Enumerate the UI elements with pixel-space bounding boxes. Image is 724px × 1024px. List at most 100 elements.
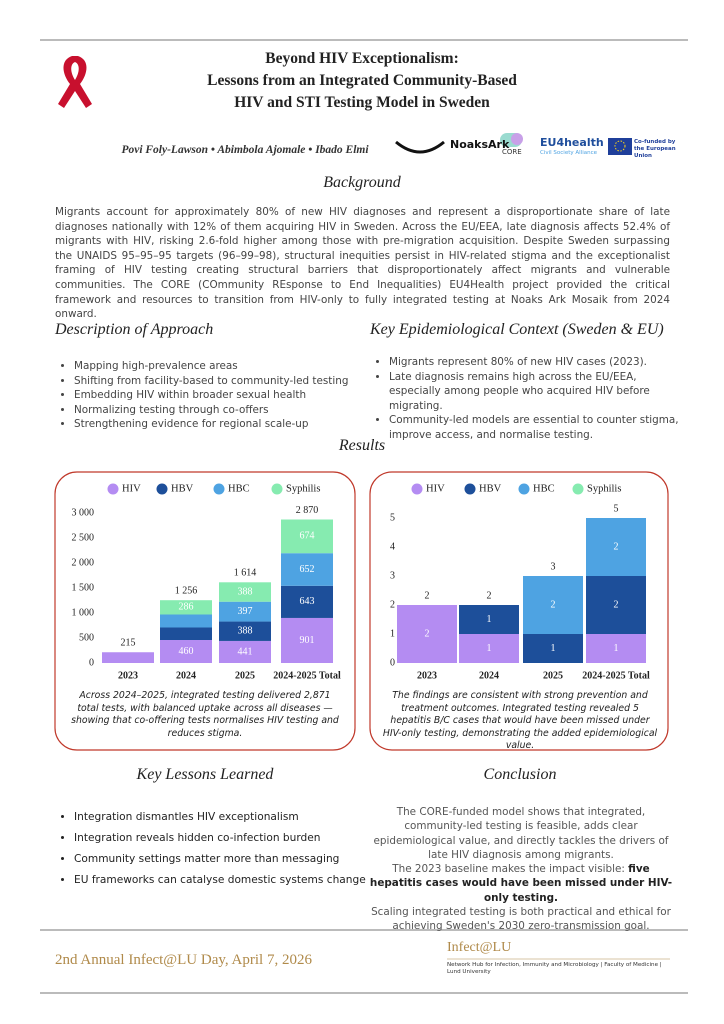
list-item: Mapping high-prevalence areas bbox=[74, 359, 374, 374]
y-tick-label: 0 bbox=[89, 657, 94, 668]
bar-segment bbox=[459, 634, 519, 663]
total-label: 3 bbox=[551, 561, 556, 572]
y-tick-label: 2 000 bbox=[72, 557, 95, 568]
legend-label: HIV bbox=[122, 483, 141, 494]
legend-swatch bbox=[156, 483, 168, 495]
bar-segment bbox=[523, 634, 583, 663]
conclusion-para: Scaling integrated testing is both pract… bbox=[371, 906, 671, 933]
y-tick-label: 4 bbox=[390, 541, 395, 552]
bar-segment bbox=[160, 614, 212, 628]
legend-label: HBV bbox=[479, 483, 502, 494]
title: Beyond HIV Exceptionalism: Lessons from … bbox=[120, 48, 604, 114]
total-label: 1 614 bbox=[234, 568, 257, 579]
value-label: 643 bbox=[300, 596, 315, 607]
bar-segment bbox=[281, 617, 333, 663]
bar-segment bbox=[586, 634, 646, 663]
chart-caption: The findings are consistent with strong … bbox=[382, 690, 658, 751]
total-label: 2 870 bbox=[296, 505, 319, 516]
chart-frame bbox=[369, 471, 669, 751]
value-label: 2 bbox=[551, 599, 556, 610]
legend-swatch bbox=[411, 483, 423, 495]
bar-segment bbox=[586, 576, 646, 634]
footer-brand: Infect@LU bbox=[447, 940, 512, 955]
x-tick-label: 2023 bbox=[417, 670, 437, 681]
value-label: 1 bbox=[487, 643, 492, 654]
y-tick-label: 1 500 bbox=[72, 582, 95, 593]
approach-list: Mapping high-prevalence areasShifting fr… bbox=[58, 359, 374, 432]
y-tick-label: 1 bbox=[390, 628, 395, 639]
legend-label: HBC bbox=[228, 483, 250, 494]
logos bbox=[395, 133, 632, 155]
authors: Povi Foly-Lawson • Abimbola Ajomale • Ib… bbox=[121, 144, 369, 156]
x-tick-label: 2024-2025 Total bbox=[273, 670, 341, 681]
list-item: Normalizing testing through co-offers bbox=[74, 403, 374, 418]
value-label: 674 bbox=[300, 531, 315, 542]
value-label: 1 bbox=[551, 643, 556, 654]
list-item: Late diagnosis remains high across the E… bbox=[389, 370, 689, 414]
value-label: 901 bbox=[300, 635, 315, 646]
y-tick-label: 1 000 bbox=[72, 607, 95, 618]
conclusion-bold: five hepatitis cases would have been mis… bbox=[369, 863, 673, 904]
legend-label: HBC bbox=[533, 483, 555, 494]
bar-segment bbox=[160, 640, 212, 663]
bar-segment bbox=[219, 621, 271, 641]
y-tick-label: 0 bbox=[390, 657, 395, 668]
list-item: Shifting from facility-based to communit… bbox=[74, 374, 374, 389]
title-line: HIV and STI Testing Model in Sweden bbox=[234, 94, 490, 111]
bar-segment bbox=[586, 518, 646, 576]
bar-segment bbox=[102, 652, 154, 663]
value-label: 652 bbox=[300, 564, 315, 575]
logo-core: CORE bbox=[502, 148, 522, 156]
list-item: Integration dismantles HIV exceptionalis… bbox=[74, 807, 374, 828]
legend-swatch bbox=[271, 483, 283, 495]
chart-caption: Across 2024–2025, integrated testing del… bbox=[71, 690, 339, 739]
x-tick-label: 2024 bbox=[176, 670, 196, 681]
total-label: 2 bbox=[487, 590, 492, 601]
value-label: 1 bbox=[614, 643, 619, 654]
x-tick-label: 2024-2025 Total bbox=[582, 670, 650, 681]
bar-segment bbox=[219, 601, 271, 622]
list-item: Community settings matter more than mess… bbox=[74, 849, 374, 870]
value-label: 397 bbox=[238, 606, 253, 617]
lessons-list: Integration dismantles HIV exceptionalis… bbox=[58, 807, 374, 891]
y-tick-label: 3 000 bbox=[72, 507, 95, 518]
value-label: 2 bbox=[614, 599, 619, 610]
conclusion-para: The CORE-funded model shows that integra… bbox=[373, 806, 669, 861]
section-heading: Conclusion bbox=[483, 766, 557, 783]
list-item: EU frameworks can catalyse domestic syst… bbox=[74, 870, 374, 891]
legend-swatch bbox=[107, 483, 119, 495]
y-tick-label: 500 bbox=[79, 632, 94, 643]
legend-label: Syphilis bbox=[587, 483, 621, 494]
legend-label: Syphilis bbox=[286, 483, 320, 494]
title-line: Beyond HIV Exceptionalism: bbox=[265, 50, 459, 67]
bar-segment bbox=[281, 585, 333, 618]
total-label: 2 bbox=[425, 590, 430, 601]
legend-swatch bbox=[518, 483, 530, 495]
y-tick-label: 2 bbox=[390, 599, 395, 610]
logo-eu: Co-funded by the European Union bbox=[634, 139, 676, 159]
bar-segment bbox=[160, 600, 212, 615]
total-label: 215 bbox=[121, 638, 136, 649]
bar-segment bbox=[219, 640, 271, 663]
total-label: 1 256 bbox=[175, 585, 198, 596]
conclusion-plain: The 2023 baseline makes the impact visib… bbox=[392, 863, 629, 876]
value-label: 460 bbox=[179, 646, 194, 657]
footer-brand-sub: Network Hub for Infection, Immunity and … bbox=[447, 962, 662, 975]
y-tick-label: 2 500 bbox=[72, 532, 95, 543]
list-item: Integration reveals hidden co-infection … bbox=[74, 828, 374, 849]
legend-swatch bbox=[213, 483, 225, 495]
footer-event: 2nd Annual Infect@LU Day, April 7, 2026 bbox=[55, 952, 312, 968]
bar-segment bbox=[281, 553, 333, 586]
total-label: 5 bbox=[614, 503, 619, 514]
section-heading: Description of Approach bbox=[55, 321, 214, 338]
value-label: 388 bbox=[238, 586, 253, 597]
x-tick-label: 2023 bbox=[118, 670, 138, 681]
chart-frame bbox=[54, 471, 356, 751]
bar-segment bbox=[459, 605, 519, 634]
bar-segment bbox=[219, 582, 271, 602]
x-tick-label: 2025 bbox=[235, 670, 255, 681]
list-item: Embedding HIV within broader sexual heal… bbox=[74, 388, 374, 403]
section-heading: Background bbox=[323, 174, 401, 191]
